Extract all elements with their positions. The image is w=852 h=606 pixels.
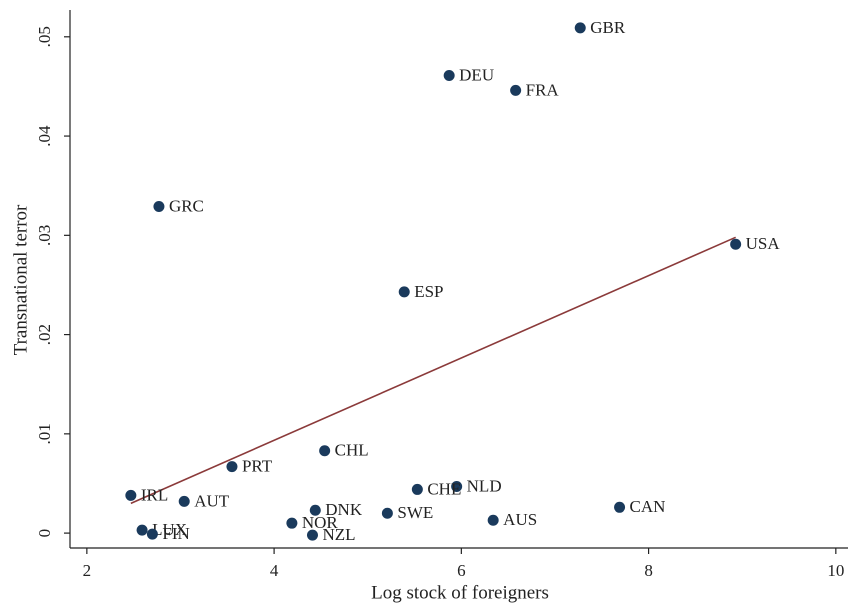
- point-label: ESP: [414, 282, 443, 301]
- point: [443, 70, 455, 82]
- y-tick-label: .04: [35, 125, 54, 147]
- x-axis-title: Log stock of foreigners: [371, 582, 549, 603]
- point: [574, 22, 586, 34]
- point-label: NZL: [322, 525, 355, 544]
- y-tick-label: 0: [35, 529, 54, 538]
- point: [286, 517, 298, 529]
- x-tick-label: 2: [83, 561, 92, 580]
- point: [487, 514, 499, 526]
- point: [398, 286, 410, 298]
- fit-line: [130, 236, 736, 505]
- y-tick-label: .03: [35, 225, 54, 246]
- point: [319, 445, 331, 457]
- point: [136, 524, 148, 536]
- y-tick-label: .01: [35, 423, 54, 444]
- point: [125, 489, 137, 501]
- point-label: AUS: [503, 510, 537, 529]
- point: [153, 201, 165, 213]
- point: [411, 483, 423, 495]
- point: [306, 529, 318, 541]
- x-tick-label: 8: [644, 561, 653, 580]
- point-label: IRL: [141, 485, 168, 504]
- point-label: DEU: [459, 65, 494, 84]
- point: [178, 495, 190, 507]
- point-label: PRT: [242, 457, 273, 476]
- point-label: LUX: [152, 520, 187, 539]
- point-label: NLD: [467, 476, 502, 495]
- point: [226, 461, 238, 473]
- point: [451, 480, 463, 492]
- x-tick-label: 10: [827, 561, 844, 580]
- point-label: GBR: [590, 18, 626, 37]
- point-label: CAN: [630, 497, 666, 516]
- point: [730, 238, 742, 250]
- point-label: CHL: [335, 441, 369, 460]
- y-tick-label: .05: [35, 26, 54, 47]
- point: [146, 528, 158, 540]
- x-tick-label: 4: [270, 561, 279, 580]
- y-axis-title: Transnational terror: [10, 204, 31, 355]
- point-label: GRC: [169, 196, 204, 215]
- point-label: FRA: [526, 80, 560, 99]
- point-label: NOR: [302, 513, 339, 532]
- y-tick-label: .02: [35, 324, 54, 345]
- point: [510, 84, 522, 96]
- x-tick-label: 6: [457, 561, 466, 580]
- point: [381, 507, 393, 519]
- point-label: USA: [746, 234, 781, 253]
- point-label: DNK: [325, 500, 363, 519]
- point: [309, 504, 321, 516]
- point-label: FIN: [162, 524, 189, 543]
- point-label: CHE: [427, 479, 461, 498]
- point-label: SWE: [397, 503, 433, 522]
- point: [614, 501, 626, 513]
- point-label: AUT: [194, 491, 230, 510]
